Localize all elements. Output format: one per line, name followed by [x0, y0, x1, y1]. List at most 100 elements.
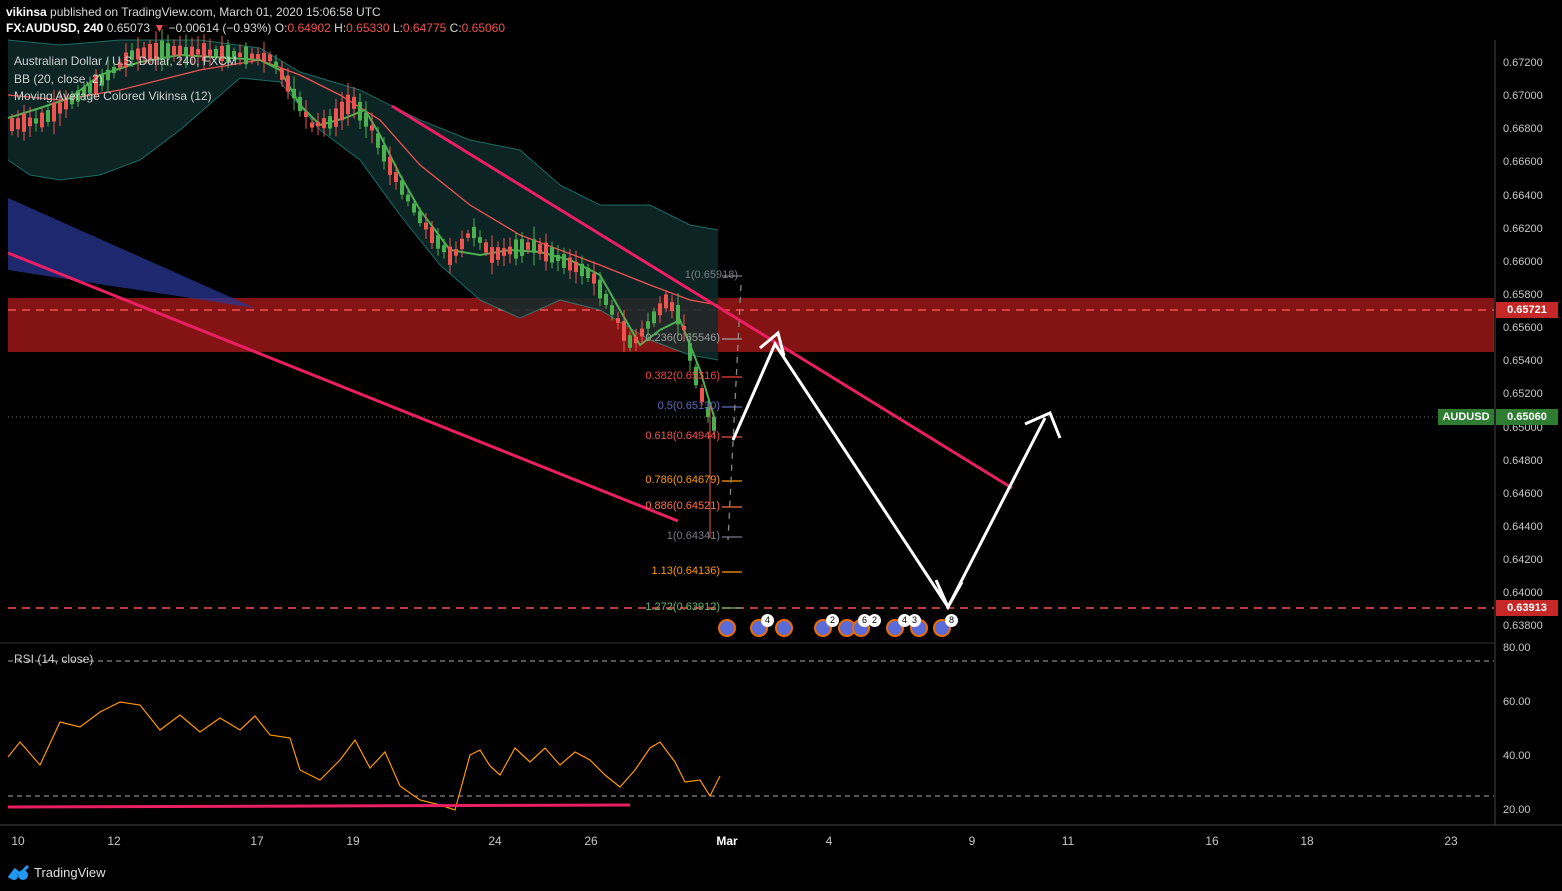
lower-trendline[interactable]	[7, 251, 679, 523]
candle-body	[556, 254, 560, 262]
projection-arrowhead-up	[759, 330, 786, 357]
candle-body	[292, 88, 296, 99]
candle-body	[136, 48, 140, 60]
price-tick: 0.65200	[1503, 388, 1543, 400]
date-tick: 24	[488, 834, 502, 848]
support-price-tag[interactable]: 0.63913	[1496, 600, 1558, 616]
candle-body	[454, 249, 458, 256]
candle-body	[202, 43, 206, 62]
price-tick: 0.64800	[1503, 455, 1543, 467]
current-price-tag[interactable]: 0.65060	[1496, 409, 1558, 425]
rsi-indicator-label[interactable]: RSI (14, close)	[14, 652, 94, 666]
candle-body	[58, 102, 62, 114]
candle-body	[28, 117, 32, 127]
candle-body	[274, 61, 278, 68]
ohlc-line: FX:AUDUSD, 240 0.65073 ▼ −0.00614 (−0.93…	[6, 21, 505, 35]
candle-body	[226, 44, 230, 63]
candle-body	[250, 53, 254, 59]
candle-body	[352, 96, 356, 109]
projection-arrowhead-target	[1024, 411, 1062, 439]
fib-label-9: 1.272(0.63912)	[645, 601, 720, 613]
event-count-badge: 4	[761, 614, 774, 627]
candle-body	[622, 321, 626, 341]
publish-text: published on TradingView.com, March 01, …	[50, 5, 381, 19]
candle-body	[712, 417, 716, 431]
ma-indicator-label[interactable]: Moving Average Colored Vikinsa (12)	[14, 89, 212, 103]
candle-body	[184, 47, 188, 56]
channel-wedge[interactable]	[8, 198, 255, 308]
bb-indicator-label[interactable]: BB (20, close, 2)	[14, 72, 103, 86]
candlesticks[interactable]	[10, 28, 716, 538]
candle-body	[658, 303, 662, 316]
tradingview-brand[interactable]: TradingView	[34, 865, 106, 880]
candle-body	[592, 273, 596, 284]
candle-body	[604, 293, 608, 306]
candle-body	[130, 50, 134, 60]
tradingview-logo-icon[interactable]	[8, 864, 30, 880]
candle-body	[22, 113, 26, 132]
candle-body	[166, 43, 170, 58]
candle-body	[208, 49, 212, 56]
candle-body	[664, 294, 668, 309]
resistance-zone[interactable]	[8, 298, 1494, 352]
candle-body	[232, 51, 236, 58]
economic-event-icon[interactable]	[718, 619, 736, 637]
projection-path[interactable]	[731, 340, 1047, 610]
bollinger-band-fill	[8, 40, 718, 360]
candle-body	[154, 42, 158, 60]
candle-body	[238, 52, 242, 58]
bollinger-upper-band	[7, 39, 719, 231]
upper-trendline[interactable]	[391, 104, 1013, 490]
price-tick: 0.65600	[1503, 322, 1543, 334]
candle-body	[76, 90, 80, 102]
open-value: 0.64902	[287, 21, 331, 35]
candle-body	[472, 226, 476, 239]
last-price: 0.65073	[106, 21, 151, 35]
candle-body	[322, 118, 326, 129]
candle-body	[334, 108, 338, 127]
candle-body	[676, 304, 680, 325]
candle-body	[286, 75, 290, 92]
candle-body	[118, 62, 122, 68]
candle-body	[346, 94, 350, 115]
bollinger-basis	[7, 59, 719, 306]
candle-body	[400, 180, 404, 195]
candle-body	[466, 233, 470, 238]
candle-body	[178, 45, 182, 57]
candle-body	[526, 242, 530, 250]
candle-body	[694, 366, 698, 386]
rsi-tick: 60.00	[1503, 696, 1531, 708]
price-tick: 0.67200	[1503, 57, 1543, 69]
candle-body	[100, 74, 104, 86]
date-tick: 23	[1444, 834, 1458, 848]
price-tick: 0.67000	[1503, 90, 1543, 102]
price-tick: 0.64200	[1503, 554, 1543, 566]
resistance-price-tag[interactable]: 0.65721	[1496, 302, 1558, 318]
candle-body	[616, 318, 620, 323]
event-count-badge: 2	[868, 614, 881, 627]
fib-label-6: 0.886(0.64521)	[645, 500, 720, 512]
fib-retracement[interactable]	[722, 275, 742, 609]
candle-body	[448, 246, 452, 265]
rsi-tick: 40.00	[1503, 750, 1531, 762]
candle-body	[706, 407, 710, 417]
rsi-support-line[interactable]	[7, 803, 631, 809]
candle-body	[538, 244, 542, 254]
candle-body	[358, 101, 362, 121]
candle-body	[646, 321, 650, 329]
candle-body	[442, 245, 446, 253]
candle-body	[340, 101, 344, 121]
economic-event-icon[interactable]	[775, 619, 793, 637]
date-tick: Mar	[716, 834, 738, 848]
candle-body	[586, 267, 590, 279]
candle-body	[508, 246, 512, 255]
high-value: 0.65330	[346, 21, 390, 35]
candle-body	[256, 54, 260, 60]
date-tick: 4	[825, 834, 833, 848]
candle-body	[412, 203, 416, 213]
price-tick: 0.64400	[1503, 521, 1543, 533]
candle-body	[172, 46, 176, 56]
candle-body	[214, 48, 218, 58]
candle-body	[376, 133, 380, 148]
